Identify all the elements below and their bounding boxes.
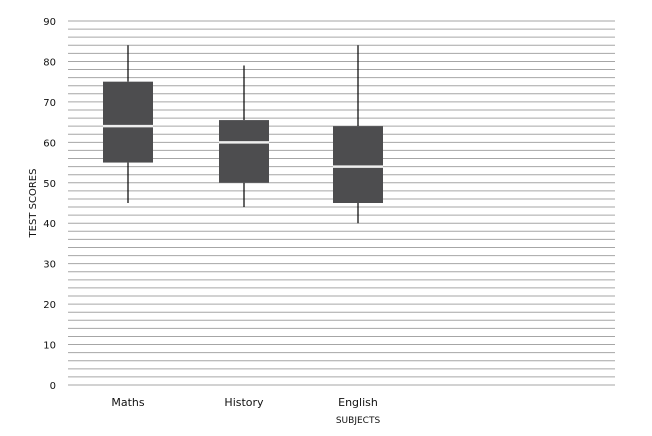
- x-tick-label: Maths: [111, 396, 145, 409]
- y-tick-label: 10: [43, 341, 56, 352]
- box-history: [219, 120, 269, 183]
- y-tick-label: 80: [43, 57, 56, 68]
- y-tick-label: 70: [43, 98, 56, 109]
- y-axis-label: TEST SCORES: [28, 169, 39, 239]
- box-english: [333, 126, 383, 203]
- y-tick-label: 90: [43, 17, 56, 28]
- y-tick-label: 60: [43, 138, 56, 149]
- y-tick-label: 20: [43, 300, 56, 311]
- y-tick-label: 0: [50, 381, 56, 392]
- y-tick-label: 50: [43, 179, 56, 190]
- y-tick-label: 40: [43, 219, 56, 230]
- y-tick-label: 30: [43, 260, 56, 271]
- x-tick-label: History: [224, 396, 264, 409]
- box-maths: [103, 81, 153, 163]
- x-tick-label: English: [338, 396, 378, 409]
- x-axis-label: SUBJECTS: [336, 416, 381, 426]
